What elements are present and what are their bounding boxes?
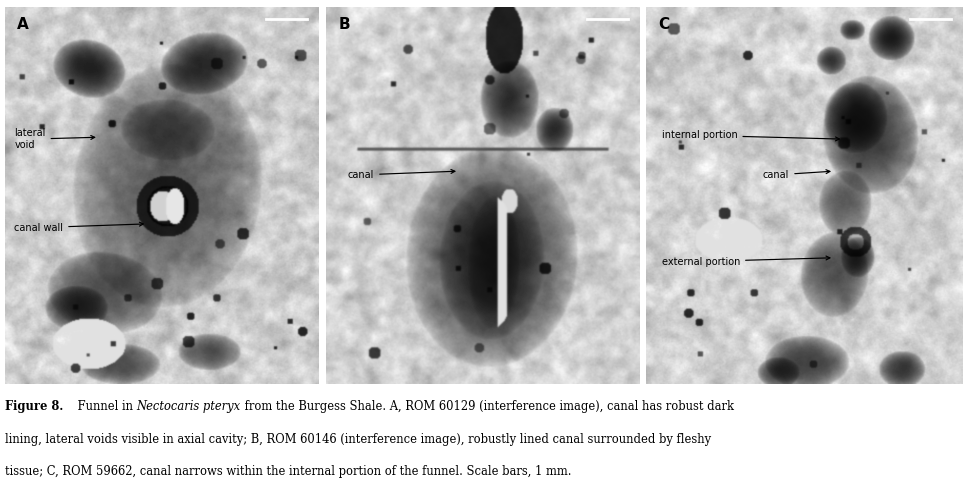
Text: lining, lateral voids visible in axial cavity; B, ROM 60146 (interference image): lining, lateral voids visible in axial c… (5, 433, 710, 446)
Text: B: B (338, 17, 350, 32)
Text: tissue; C, ROM 59662, canal narrows within the internal portion of the funnel. S: tissue; C, ROM 59662, canal narrows with… (5, 465, 572, 478)
Text: Figure 8.: Figure 8. (5, 400, 63, 414)
Text: canal: canal (763, 170, 830, 180)
Text: canal: canal (348, 170, 455, 180)
Text: lateral
void: lateral void (14, 128, 94, 150)
Text: external portion: external portion (661, 256, 830, 266)
Text: C: C (658, 17, 670, 32)
Text: canal wall: canal wall (14, 222, 144, 233)
Text: Funnel in: Funnel in (63, 400, 137, 414)
Text: A: A (17, 17, 29, 32)
Text: internal portion: internal portion (661, 130, 840, 141)
Text: from the Burgess Shale. A, ROM 60129 (interference image), canal has robust dark: from the Burgess Shale. A, ROM 60129 (in… (241, 400, 734, 414)
Text: Nectocaris pteryx: Nectocaris pteryx (137, 400, 241, 414)
